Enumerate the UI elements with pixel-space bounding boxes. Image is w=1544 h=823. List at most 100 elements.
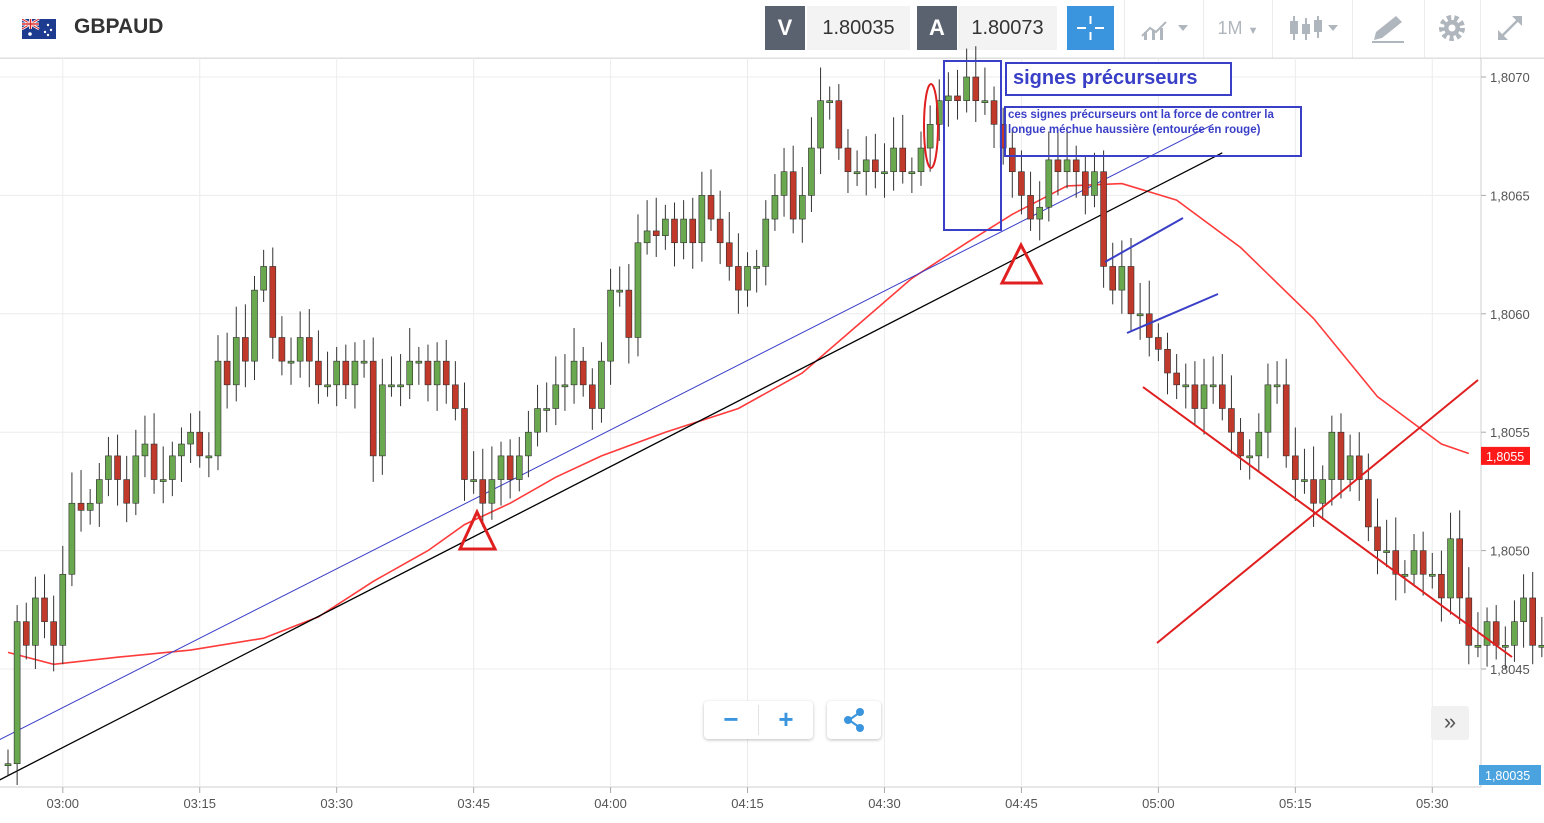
- symbol-name[interactable]: GBPAUD: [74, 15, 164, 38]
- sell-price[interactable]: 1.80035: [807, 6, 910, 50]
- candle: [1292, 427, 1299, 501]
- annotation-title-box: signes précurseurs: [1005, 62, 1232, 96]
- buy-price[interactable]: 1.80073: [958, 6, 1057, 50]
- moving-average-line: [7, 182, 1470, 666]
- candle: [625, 264, 633, 364]
- candle-body: [753, 266, 760, 269]
- sell-button[interactable]: V: [765, 6, 805, 50]
- candle: [1036, 181, 1043, 241]
- drawing-tools-button[interactable]: [1360, 6, 1416, 50]
- candle: [853, 150, 861, 186]
- candle-body: [926, 124, 934, 149]
- candle: [1264, 363, 1272, 459]
- candle: [698, 171, 706, 262]
- candle-body: [643, 230, 651, 244]
- candle-body: [506, 455, 514, 480]
- scroll-to-latest-button[interactable]: »: [1431, 706, 1469, 740]
- candle: [808, 117, 815, 212]
- candle-body: [1209, 384, 1217, 388]
- share-icon: [844, 708, 864, 732]
- zoom-in-button[interactable]: +: [778, 704, 794, 734]
- candle-body: [534, 408, 541, 433]
- candle: [77, 470, 85, 532]
- candle-body: [1045, 159, 1053, 208]
- settings-button[interactable]: [1430, 6, 1474, 50]
- candle: [50, 595, 57, 672]
- candle-body: [315, 360, 322, 386]
- candle-body: [1511, 621, 1518, 646]
- candle-body: [598, 360, 605, 409]
- candle: [1520, 574, 1527, 648]
- candle-body: [1018, 171, 1025, 196]
- buy-button[interactable]: A: [917, 6, 957, 50]
- candle: [232, 306, 240, 402]
- candle: [1237, 417, 1244, 471]
- candle-body: [269, 266, 277, 338]
- candle: [242, 304, 249, 388]
- candle: [342, 344, 350, 400]
- y-tick-label: 1,8060: [1490, 307, 1530, 322]
- candle: [981, 67, 989, 115]
- candle: [1465, 567, 1473, 665]
- candle: [1091, 152, 1098, 208]
- candle: [1447, 512, 1454, 615]
- fullscreen-button[interactable]: [1488, 6, 1532, 50]
- crosshair-button[interactable]: [1067, 6, 1114, 50]
- candle: [1100, 150, 1107, 288]
- candle-body: [625, 289, 633, 338]
- candle-body: [762, 218, 770, 267]
- candle: [59, 545, 67, 665]
- candle: [862, 136, 870, 196]
- zoom-out-button[interactable]: −: [723, 704, 739, 734]
- candle-body: [1456, 538, 1463, 599]
- candle-body: [41, 597, 48, 622]
- candle: [1155, 323, 1162, 362]
- candle-body: [1027, 195, 1034, 220]
- candle-body: [1155, 337, 1162, 350]
- candle-body: [1136, 313, 1144, 317]
- candle: [1200, 358, 1208, 435]
- candle-body: [1036, 206, 1043, 220]
- candle: [680, 200, 687, 260]
- indicators-button[interactable]: [1280, 6, 1344, 50]
- candle-body: [1054, 159, 1062, 173]
- candle-body: [305, 337, 313, 362]
- candle-body: [652, 230, 660, 236]
- chart-type-button[interactable]: [1132, 6, 1196, 50]
- candle-body: [799, 195, 806, 220]
- candle-body: [844, 147, 852, 173]
- candle: [707, 169, 715, 231]
- candle-body: [1109, 266, 1117, 291]
- candle-body: [771, 195, 779, 220]
- share-button[interactable]: [827, 701, 881, 739]
- y-tick-label: 1,8055: [1490, 425, 1530, 440]
- candle: [1136, 283, 1144, 340]
- candle-body: [552, 384, 560, 409]
- candle: [744, 252, 751, 307]
- candle-body: [287, 360, 295, 364]
- chevron-down-icon: ▼: [1247, 25, 1259, 37]
- fast-forward-icon: »: [1443, 709, 1457, 734]
- candle: [351, 342, 359, 409]
- wick-highlight-ellipse: [923, 83, 939, 169]
- candle-body: [77, 502, 85, 511]
- candle: [1301, 448, 1308, 494]
- candle-body: [1072, 159, 1080, 173]
- candle-body: [424, 360, 432, 386]
- time-axis: 03:00 03:15 03:30 03:45 04:00 04:15 04:30 04:45…: [47, 787, 1449, 811]
- crosshair-icon: [1077, 16, 1104, 40]
- candle: [4, 749, 12, 776]
- candle: [32, 576, 39, 669]
- candle: [470, 451, 477, 494]
- triangle-marker: [457, 508, 498, 551]
- candle: [607, 268, 614, 385]
- timeframe-dropdown[interactable]: 1M ▼: [1210, 6, 1266, 50]
- candle: [598, 342, 605, 423]
- candle-body: [114, 455, 121, 480]
- candlestick-series: [4, 46, 1544, 786]
- candle-body: [1465, 597, 1473, 646]
- candle: [616, 266, 624, 307]
- candle-body: [1502, 645, 1509, 648]
- x-tick-label: 04:45: [1005, 796, 1038, 811]
